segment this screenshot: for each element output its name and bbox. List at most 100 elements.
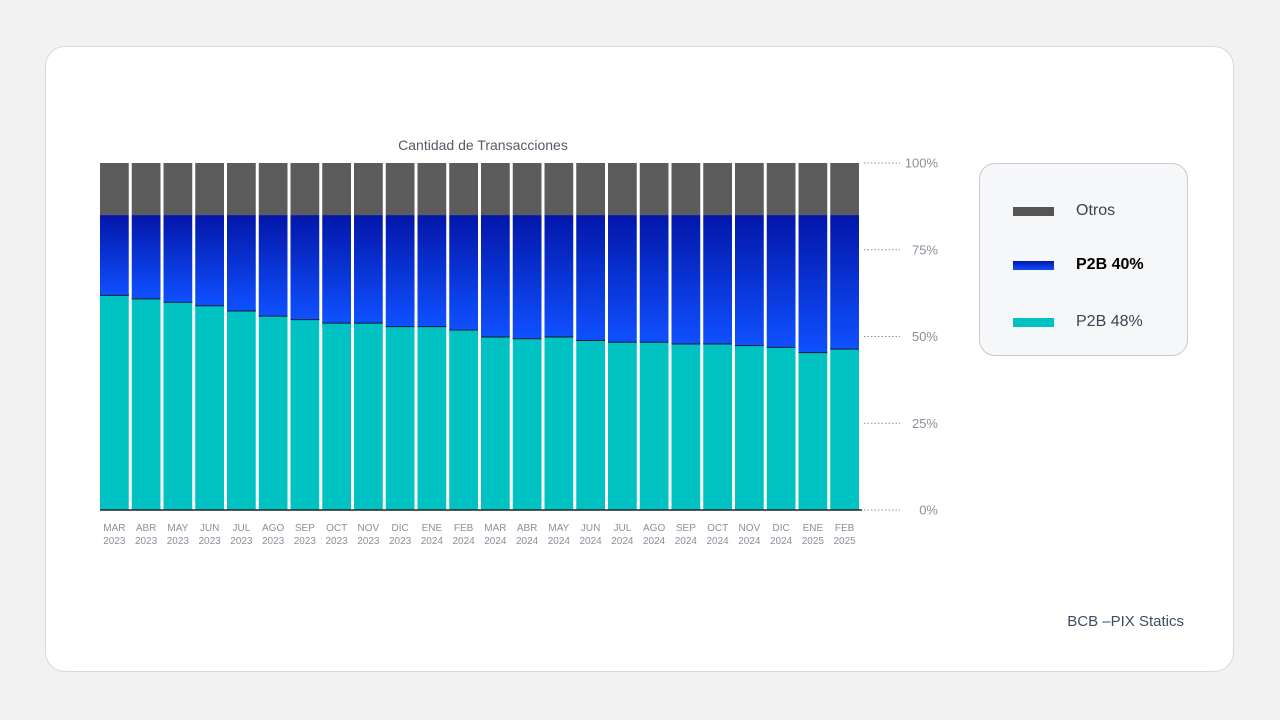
x-tick-label: SEP 2023	[294, 523, 317, 547]
bar-segment-otros	[290, 163, 320, 216]
bar-segment-p2b-48-	[131, 298, 161, 510]
bar-segment-p2b-40-	[608, 215, 637, 342]
bar-segment-p2b-48-	[449, 329, 478, 510]
x-tick-label: DIC 2024	[770, 523, 793, 547]
bar-segment-otros	[227, 163, 256, 216]
bar-segment-otros	[798, 163, 828, 216]
bar-segment-p2b-40-	[830, 215, 859, 349]
bar-segment-otros	[671, 163, 701, 216]
bar-segment-p2b-40-	[703, 215, 732, 344]
bar-segment-p2b-48-	[354, 322, 383, 510]
y-tick-label: 50%	[912, 329, 938, 344]
legend-label: P2B 48%	[1076, 313, 1143, 330]
bar-segment-p2b-40-	[131, 215, 161, 299]
bar-segment-p2b-40-	[576, 215, 605, 340]
x-tick-label: JUL 2024	[611, 523, 634, 547]
x-tick-label: FEB 2025	[834, 523, 857, 547]
x-tick-label: FEB 2024	[453, 523, 476, 547]
x-tick-label: AGO 2024	[643, 523, 666, 547]
bar-segment-p2b-40-	[163, 215, 193, 302]
bar-segment-p2b-40-	[100, 215, 129, 295]
bar-segment-p2b-40-	[544, 215, 574, 337]
bar-segment-otros	[639, 163, 669, 216]
x-tick-label: MAR 2023	[103, 523, 126, 547]
bar-segment-p2b-48-	[830, 348, 859, 510]
bar-segment-p2b-48-	[639, 341, 669, 510]
bar-segment-otros	[163, 163, 193, 216]
bar-segment-otros	[258, 163, 288, 216]
x-tick-label: MAY 2024	[548, 523, 571, 547]
bar-segment-p2b-48-	[195, 305, 224, 510]
bar-segment-p2b-40-	[227, 215, 256, 311]
bar-segment-otros	[131, 163, 161, 216]
bar-segment-otros	[195, 163, 224, 216]
bar-segment-p2b-48-	[544, 336, 574, 510]
bar-segment-p2b-48-	[766, 346, 796, 510]
legend: Otros P2B 40% P2B 48%	[979, 163, 1188, 356]
bar-segment-p2b-40-	[798, 215, 828, 353]
bar-segment-p2b-40-	[322, 215, 351, 323]
bar-segment-otros	[481, 163, 510, 216]
bar-segment-p2b-48-	[417, 326, 447, 510]
bar-segment-otros	[766, 163, 796, 216]
bar-segment-p2b-40-	[195, 215, 224, 306]
x-tick-label: ABR 2024	[516, 523, 539, 547]
bar-segment-otros	[354, 163, 383, 216]
source-note: BCB –PIX Statics	[1067, 613, 1184, 630]
bar-segment-p2b-48-	[735, 345, 764, 510]
legend-item-p2b-48: P2B 48%	[1013, 313, 1143, 331]
bar-segment-p2b-48-	[227, 310, 256, 511]
x-tick-label: OCT 2024	[707, 523, 730, 547]
x-tick-label: JUL 2023	[230, 523, 253, 547]
bar-segment-p2b-40-	[639, 215, 669, 342]
legend-item-p2b-40: P2B 40%	[1013, 256, 1144, 274]
bar-segment-otros	[608, 163, 637, 216]
x-tick-label: MAY 2023	[167, 523, 190, 547]
bar-segment-p2b-40-	[258, 215, 288, 316]
bar-segment-otros	[703, 163, 732, 216]
legend-swatch-otros	[1013, 206, 1054, 216]
bar-segment-p2b-48-	[512, 338, 542, 510]
x-tick-label: JUN 2024	[580, 523, 603, 547]
bar-segment-p2b-40-	[354, 215, 383, 323]
bar-segment-p2b-48-	[100, 294, 129, 510]
y-tick-label: 100%	[905, 156, 939, 171]
bar-segment-p2b-40-	[385, 215, 415, 327]
bar-segment-p2b-40-	[417, 215, 447, 327]
bar-segment-p2b-48-	[385, 326, 415, 510]
bar-segment-otros	[417, 163, 447, 216]
bar-segment-p2b-48-	[576, 339, 605, 510]
x-tick-label: AGO 2023	[262, 523, 285, 547]
x-tick-label: NOV 2023	[357, 523, 380, 547]
bar-segment-p2b-48-	[798, 352, 828, 510]
x-tick-label: OCT 2023	[326, 523, 349, 547]
bar-segment-p2b-48-	[258, 315, 288, 510]
legend-swatch-p2b-48	[1013, 317, 1054, 327]
legend-label: Otros	[1076, 202, 1116, 219]
legend-item-otros: Otros	[1013, 202, 1115, 220]
bar-segment-otros	[576, 163, 605, 216]
x-tick-label: JUN 2023	[199, 523, 222, 547]
bar-segment-p2b-40-	[766, 215, 796, 347]
bar-segment-otros	[100, 163, 129, 216]
x-tick-label: NOV 2024	[738, 523, 761, 547]
bar-segment-p2b-40-	[449, 215, 478, 330]
legend-label: P2B 40%	[1076, 256, 1144, 273]
bar-segment-p2b-48-	[703, 343, 732, 510]
bar-segment-p2b-40-	[512, 215, 542, 339]
chart-title: Cantidad de Transacciones	[398, 137, 568, 153]
x-tick-label: ABR 2023	[135, 523, 158, 547]
bar-segment-p2b-40-	[481, 215, 510, 337]
bar-segment-otros	[322, 163, 351, 216]
bar-segment-p2b-40-	[735, 215, 764, 346]
legend-swatch-p2b-40	[1013, 260, 1054, 270]
bar-segment-otros	[385, 163, 415, 216]
y-tick-label: 0%	[919, 503, 938, 518]
bar-segment-otros	[544, 163, 574, 216]
bar-segment-otros	[512, 163, 542, 216]
y-tick-label: 25%	[912, 416, 938, 431]
x-tick-label: ENE 2025	[802, 523, 825, 547]
bar-segment-p2b-48-	[608, 341, 637, 510]
bar-segment-p2b-48-	[671, 343, 701, 510]
x-tick-label: DIC 2023	[389, 523, 412, 547]
